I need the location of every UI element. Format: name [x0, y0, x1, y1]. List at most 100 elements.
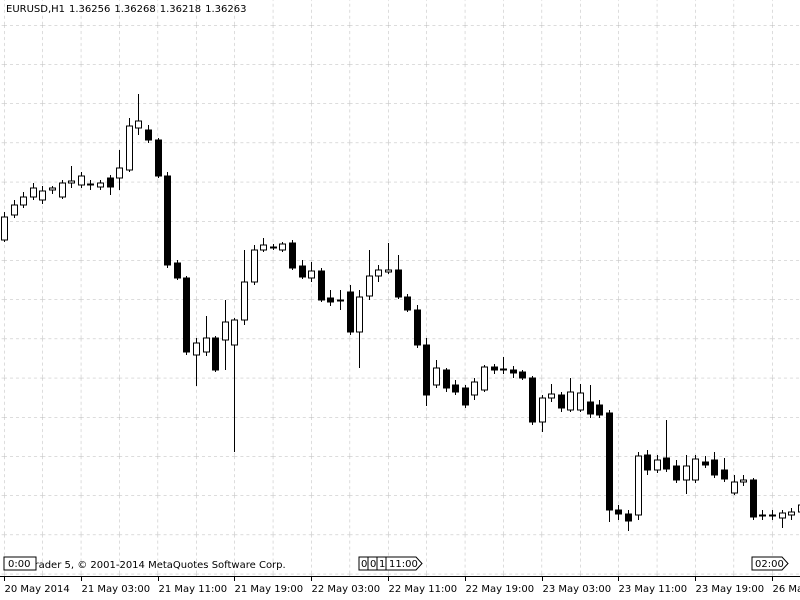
- candle-body: [308, 270, 315, 279]
- quote-high: 1.36268: [114, 4, 156, 15]
- candle-body: [327, 297, 334, 303]
- candle-body: [11, 204, 18, 216]
- candle-body: [788, 511, 795, 516]
- candle-body: [779, 512, 786, 519]
- candle-body: [318, 270, 325, 301]
- marker-text: 0: [361, 559, 367, 570]
- candle-body: [548, 393, 555, 399]
- candle-body: [78, 175, 85, 186]
- time-marker: 0 0 1 11:00: [358, 556, 423, 571]
- x-tick-label: 22 May 11:00: [389, 584, 458, 595]
- symbol: EURUSD,H1: [6, 4, 66, 15]
- candle-body: [702, 461, 709, 466]
- candle-body: [375, 269, 382, 277]
- candle-body: [260, 244, 267, 251]
- candles: [1, 94, 800, 531]
- candle-body: [721, 469, 728, 480]
- candle-body: [49, 187, 56, 191]
- candle-body: [615, 509, 622, 515]
- candle-body: [337, 299, 344, 302]
- candle-body: [577, 392, 584, 411]
- candle-body: [491, 366, 498, 371]
- time-marker: 02:00: [751, 556, 789, 571]
- candle-body: [663, 457, 670, 470]
- candle-body: [539, 397, 546, 423]
- candle-body: [692, 458, 699, 481]
- candle-body: [270, 246, 277, 249]
- candle-body: [135, 120, 142, 129]
- quote-low: 1.36218: [159, 4, 202, 15]
- candle-body: [39, 190, 46, 201]
- candle-body: [59, 182, 66, 198]
- candle-body: [68, 180, 75, 184]
- candle-body: [462, 387, 469, 406]
- candle-body: [366, 275, 373, 297]
- time-axis: 20 May 2014 21 May 03:00 21 May 11:00 21 Ma…: [4, 577, 800, 595]
- candle-body: [452, 384, 459, 393]
- candle-body: [203, 337, 210, 353]
- candle-body: [423, 344, 430, 396]
- candle-body: [1, 216, 8, 241]
- candle-body: [471, 381, 478, 396]
- candle-body: [481, 366, 488, 391]
- x-tick-label: 22 May 19:00: [466, 584, 535, 595]
- candle-body: [750, 479, 757, 518]
- candle-body: [193, 342, 200, 356]
- candle-body: [356, 296, 363, 333]
- candle-body: [510, 369, 517, 374]
- candle-body: [587, 401, 594, 415]
- x-tick-label: 21 May 03:00: [82, 584, 151, 595]
- candle-body: [116, 167, 123, 179]
- x-tick-label: 26 May: [773, 584, 800, 595]
- candle-body: [414, 309, 421, 346]
- candle-body: [683, 465, 690, 481]
- x-tick-label: 21 May 19:00: [235, 584, 304, 595]
- candle-body: [635, 455, 642, 516]
- candle-body: [347, 291, 354, 333]
- candle-body: [500, 368, 507, 371]
- candle-body: [654, 459, 661, 471]
- candle-body: [251, 249, 258, 283]
- candle-body: [155, 139, 162, 177]
- marker-text: 0:00: [8, 559, 30, 570]
- chart-header: EURUSD,H1 1.36256 1.36268 1.36218 1.36263: [6, 4, 250, 15]
- x-tick-label: 21 May 11:00: [159, 584, 228, 595]
- candle-body: [433, 367, 440, 386]
- marker-box: [751, 556, 789, 571]
- x-tick-label: 23 May 11:00: [619, 584, 688, 595]
- marker-text: 02:00: [755, 559, 784, 570]
- candle-body: [443, 369, 450, 389]
- candle-body: [759, 514, 766, 517]
- x-tick-label: 20 May 2014: [5, 584, 70, 595]
- candle-body: [107, 177, 114, 188]
- candle-body: [606, 412, 613, 511]
- candle-body: [126, 125, 133, 171]
- marker-text: 0: [370, 559, 376, 570]
- candle-body: [519, 371, 526, 379]
- candle-body: [711, 459, 718, 476]
- candle-body: [567, 391, 574, 411]
- status-text: MetaTrader 5, © 2001-2014 MetaQuotes Sof…: [5, 560, 286, 571]
- candle-body: [596, 404, 603, 416]
- candle-body: [385, 269, 392, 273]
- candle-body: [212, 337, 219, 371]
- time-marker: 0:00: [3, 556, 37, 571]
- candle-body: [174, 262, 181, 279]
- candle-body: [164, 175, 171, 266]
- candle-body: [798, 504, 800, 513]
- marker-box: [3, 556, 37, 571]
- candle-body: [289, 242, 296, 269]
- candle-body: [731, 481, 738, 494]
- candle-body: [673, 465, 680, 481]
- candle-body: [279, 243, 286, 251]
- candle-body: [222, 321, 229, 341]
- candle-body: [529, 377, 536, 423]
- candle-body: [241, 281, 248, 321]
- candle-body: [404, 296, 411, 311]
- candle-body: [558, 394, 565, 409]
- candle-body: [644, 454, 651, 471]
- candle-body: [30, 187, 37, 198]
- marker-box: [385, 556, 423, 571]
- candle-body: [625, 513, 632, 522]
